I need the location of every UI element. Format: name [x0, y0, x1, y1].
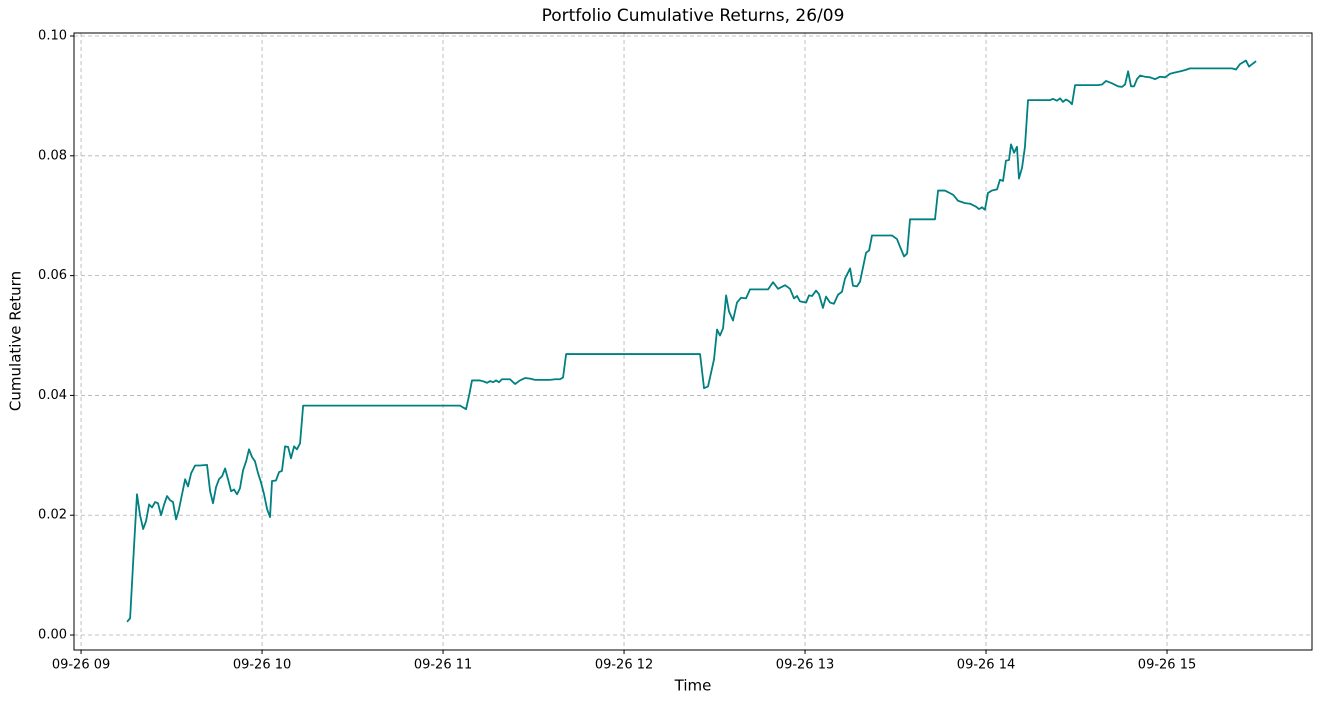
x-tick-label: 09-26 15 [1138, 658, 1196, 673]
y-tick-label: 0.02 [38, 508, 67, 523]
y-tick-label: 0.06 [38, 268, 67, 283]
x-tick-label: 09-26 12 [595, 658, 653, 673]
y-axis-label: Cumulative Return [7, 271, 25, 411]
y-tick-label: 0.08 [38, 148, 67, 163]
x-tick-label: 09-26 10 [233, 658, 291, 673]
plot-frame [73, 32, 1313, 651]
x-tick-label: 09-26 14 [957, 658, 1015, 673]
x-tick-label: 09-26 13 [776, 658, 834, 673]
x-tick-label: 09-26 11 [414, 658, 472, 673]
x-axis-label: Time [674, 677, 712, 695]
data-line [126, 59, 1257, 623]
y-tick-label: 0.00 [38, 628, 67, 643]
chart-title: Portfolio Cumulative Returns, 26/09 [542, 6, 845, 26]
x-tick-label: 09-26 09 [52, 658, 110, 673]
y-tick-label: 0.04 [38, 388, 67, 403]
y-tick-label: 0.10 [38, 28, 67, 43]
